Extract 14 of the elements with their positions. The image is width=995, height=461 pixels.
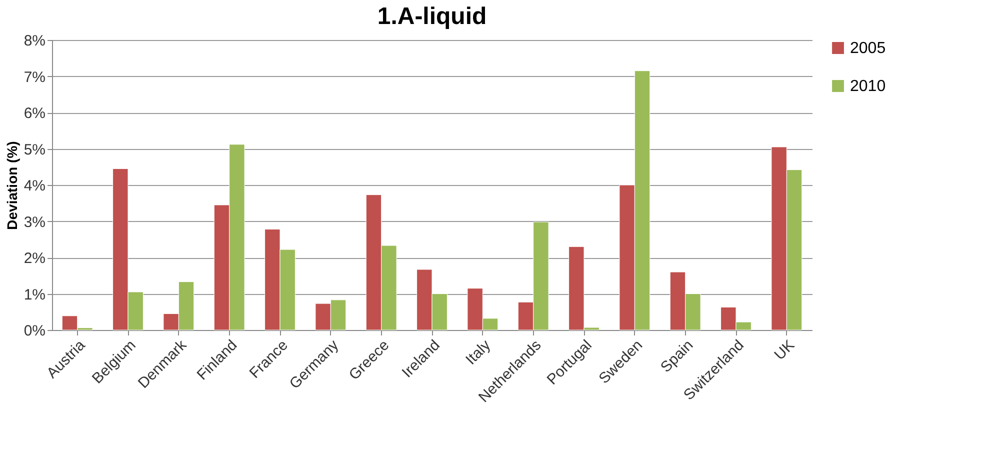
x-tick-label: UK (771, 336, 798, 364)
y-tick-label: 3% (24, 214, 46, 231)
y-tick-label: 2% (24, 250, 46, 267)
chart-title: 1.A-liquid (377, 3, 487, 30)
y-tick-label: 6% (24, 105, 46, 122)
y-tick-label: 0% (24, 322, 46, 340)
y-tick-label: 4% (24, 178, 46, 194)
y-axis-title: Deviation (%) (4, 141, 20, 230)
legend-label: 2005 (850, 40, 886, 57)
y-tick-label: 7% (24, 68, 46, 86)
y-tick-label: 1% (24, 286, 46, 304)
y-tick-label: 5% (24, 141, 46, 158)
legend-label: 2010 (850, 78, 886, 95)
y-tick-label: 8% (24, 32, 46, 50)
